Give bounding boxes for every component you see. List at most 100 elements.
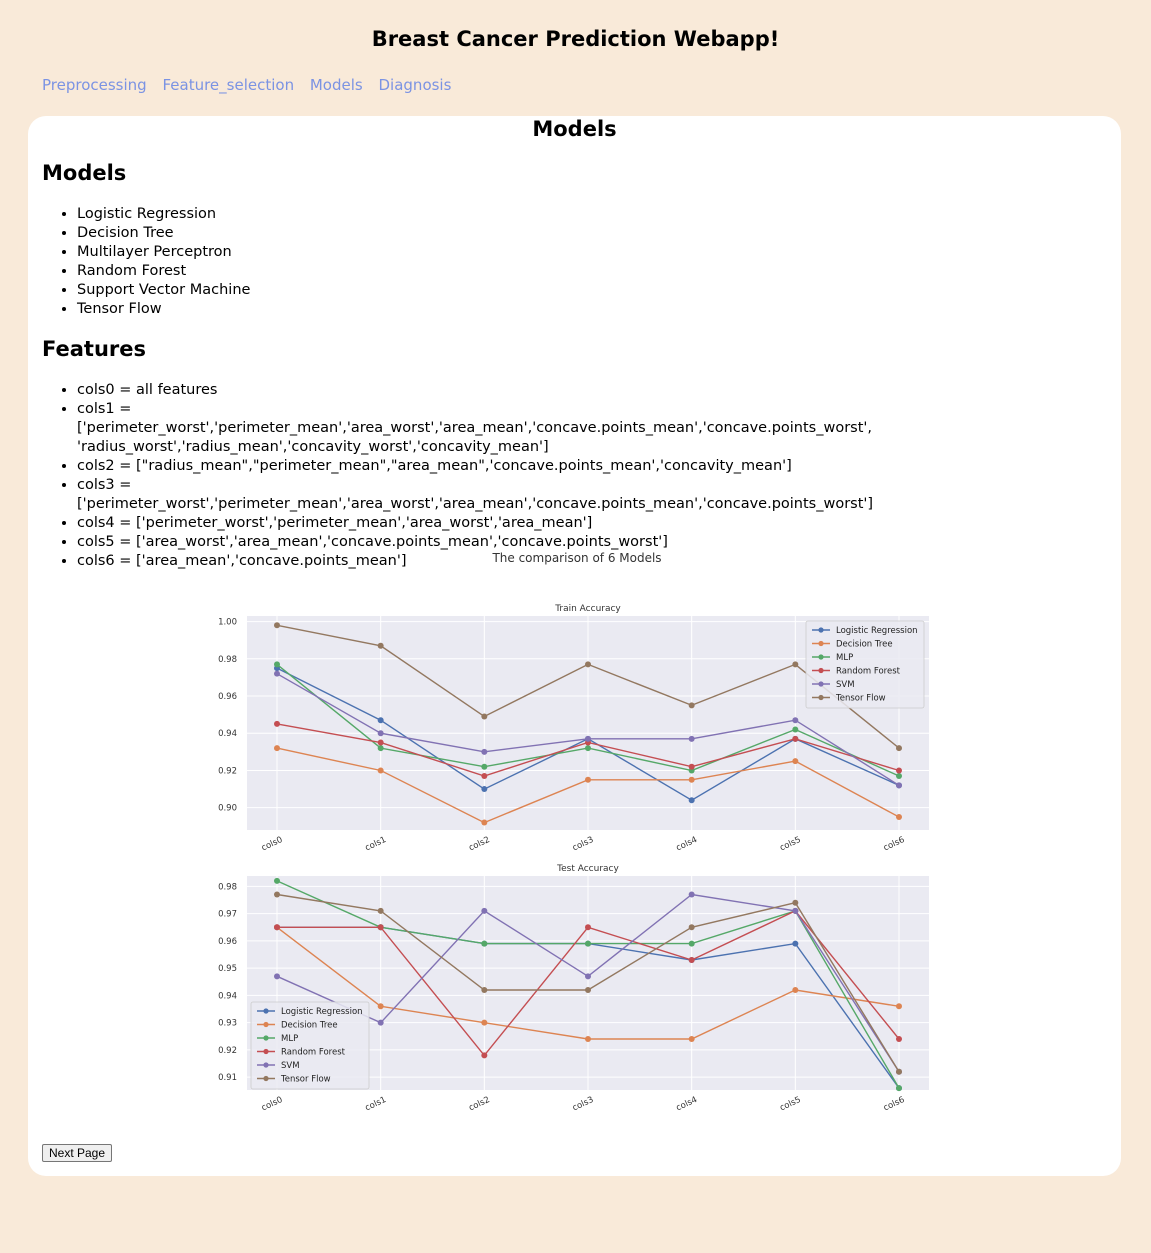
data-point bbox=[481, 940, 488, 947]
data-point bbox=[585, 1036, 591, 1043]
x-tick-label: cols2 bbox=[467, 835, 491, 853]
data-point bbox=[585, 924, 591, 931]
data-point bbox=[585, 661, 591, 668]
x-tick-label: cols6 bbox=[882, 1095, 906, 1113]
legend-label: Tensor Flow bbox=[280, 1075, 331, 1085]
chart-legend bbox=[250, 1001, 370, 1090]
legend-label: Random Forest bbox=[281, 1048, 346, 1058]
y-tick-label: 1.00 bbox=[218, 618, 237, 628]
x-tick-label: cols3 bbox=[571, 1095, 595, 1113]
data-point bbox=[377, 745, 384, 752]
data-point bbox=[377, 730, 384, 737]
list-item: Decision Tree bbox=[77, 224, 897, 243]
data-point bbox=[585, 940, 591, 947]
data-point bbox=[688, 940, 695, 947]
data-point bbox=[481, 1019, 488, 1026]
data-point bbox=[585, 986, 591, 993]
data-point bbox=[792, 758, 799, 765]
models-list: Logistic Regression Decision Tree Multil… bbox=[42, 205, 897, 319]
data-point bbox=[896, 773, 902, 780]
data-point bbox=[585, 745, 591, 752]
data-point bbox=[274, 973, 280, 980]
list-item: Random Forest bbox=[77, 262, 897, 281]
data-point bbox=[688, 763, 695, 770]
x-tick-label: cols2 bbox=[467, 1095, 491, 1113]
nav-link-preprocessing[interactable]: Preprocessing bbox=[42, 76, 147, 94]
x-tick-label: cols4 bbox=[675, 835, 699, 853]
data-point bbox=[274, 877, 280, 884]
chart-title: Train Accuracy bbox=[554, 604, 621, 614]
y-tick-label: 0.92 bbox=[218, 766, 237, 776]
legend-marker bbox=[818, 654, 824, 660]
x-tick-label: cols0 bbox=[260, 835, 284, 853]
data-point bbox=[585, 735, 591, 742]
y-tick-label: 0.92 bbox=[218, 1046, 237, 1056]
data-point bbox=[274, 891, 280, 898]
legend-label: Decision Tree bbox=[836, 640, 893, 650]
y-tick-label: 0.93 bbox=[218, 1019, 237, 1029]
x-tick-label: cols3 bbox=[571, 835, 595, 853]
legend-label: Logistic Regression bbox=[836, 626, 918, 636]
data-point bbox=[792, 735, 799, 742]
data-point bbox=[688, 891, 695, 898]
data-point bbox=[274, 622, 280, 629]
data-point bbox=[896, 1036, 902, 1043]
data-point bbox=[585, 776, 591, 783]
nav-link-models[interactable]: Models bbox=[309, 76, 363, 94]
data-point bbox=[688, 956, 695, 963]
y-tick-label: 0.98 bbox=[218, 655, 237, 665]
data-point bbox=[481, 986, 488, 993]
legend-marker bbox=[263, 1035, 269, 1041]
data-point bbox=[377, 642, 384, 649]
nav-link-diagnosis[interactable]: Diagnosis bbox=[378, 76, 452, 94]
legend-label: Random Forest bbox=[836, 667, 901, 677]
data-point bbox=[481, 773, 488, 780]
data-point bbox=[377, 767, 384, 774]
data-point bbox=[792, 899, 799, 906]
data-point bbox=[688, 776, 695, 783]
y-tick-label: 0.91 bbox=[218, 1073, 237, 1083]
y-tick-label: 0.98 bbox=[218, 882, 237, 892]
data-point bbox=[481, 748, 488, 755]
chart-title: Test Accuracy bbox=[556, 864, 619, 874]
y-tick-label: 0.94 bbox=[218, 991, 237, 1001]
list-item: cols1 = ['perimeter_worst','perimeter_me… bbox=[77, 400, 897, 457]
legend-marker bbox=[263, 1021, 269, 1028]
data-point bbox=[688, 735, 695, 742]
y-tick-label: 0.95 bbox=[218, 964, 237, 974]
legend-label: SVM bbox=[281, 1061, 300, 1071]
y-tick-label: 0.96 bbox=[218, 692, 237, 702]
list-item: cols0 = all features bbox=[77, 381, 897, 400]
data-point bbox=[792, 940, 799, 947]
x-tick-label: cols1 bbox=[364, 1095, 388, 1113]
nav-link-feature-selection[interactable]: Feature_selection bbox=[162, 76, 295, 94]
data-point bbox=[792, 661, 799, 668]
legend-marker bbox=[818, 694, 824, 701]
data-point bbox=[377, 1003, 384, 1010]
data-point bbox=[274, 670, 280, 677]
data-point bbox=[792, 726, 799, 733]
top-nav: Preprocessing Feature_selection Models D… bbox=[42, 76, 462, 94]
list-item: Multilayer Perceptron bbox=[77, 243, 897, 262]
next-page-button[interactable]: Next Page bbox=[42, 1144, 113, 1162]
legend-marker bbox=[263, 1048, 269, 1055]
data-point bbox=[481, 713, 488, 720]
data-point bbox=[896, 1085, 902, 1092]
x-tick-label: cols4 bbox=[675, 1095, 699, 1113]
content-card: Models Models Logistic Regression Decisi… bbox=[28, 116, 1121, 1176]
features-heading: Features bbox=[42, 337, 146, 361]
y-tick-label: 0.94 bbox=[218, 729, 237, 739]
data-point bbox=[792, 907, 799, 914]
legend-marker bbox=[818, 667, 824, 674]
page-title: Models bbox=[532, 117, 617, 141]
list-item: cols2 = ["radius_mean","perimeter_mean",… bbox=[77, 457, 897, 476]
data-point bbox=[792, 986, 799, 993]
data-point bbox=[688, 702, 695, 709]
data-point bbox=[377, 1019, 384, 1026]
legend-label: Decision Tree bbox=[281, 1021, 338, 1031]
data-point bbox=[896, 1003, 902, 1010]
data-point bbox=[481, 763, 488, 770]
legend-label: Logistic Regression bbox=[281, 1007, 363, 1017]
y-tick-label: 0.96 bbox=[218, 937, 237, 947]
legend-marker bbox=[263, 1062, 269, 1068]
